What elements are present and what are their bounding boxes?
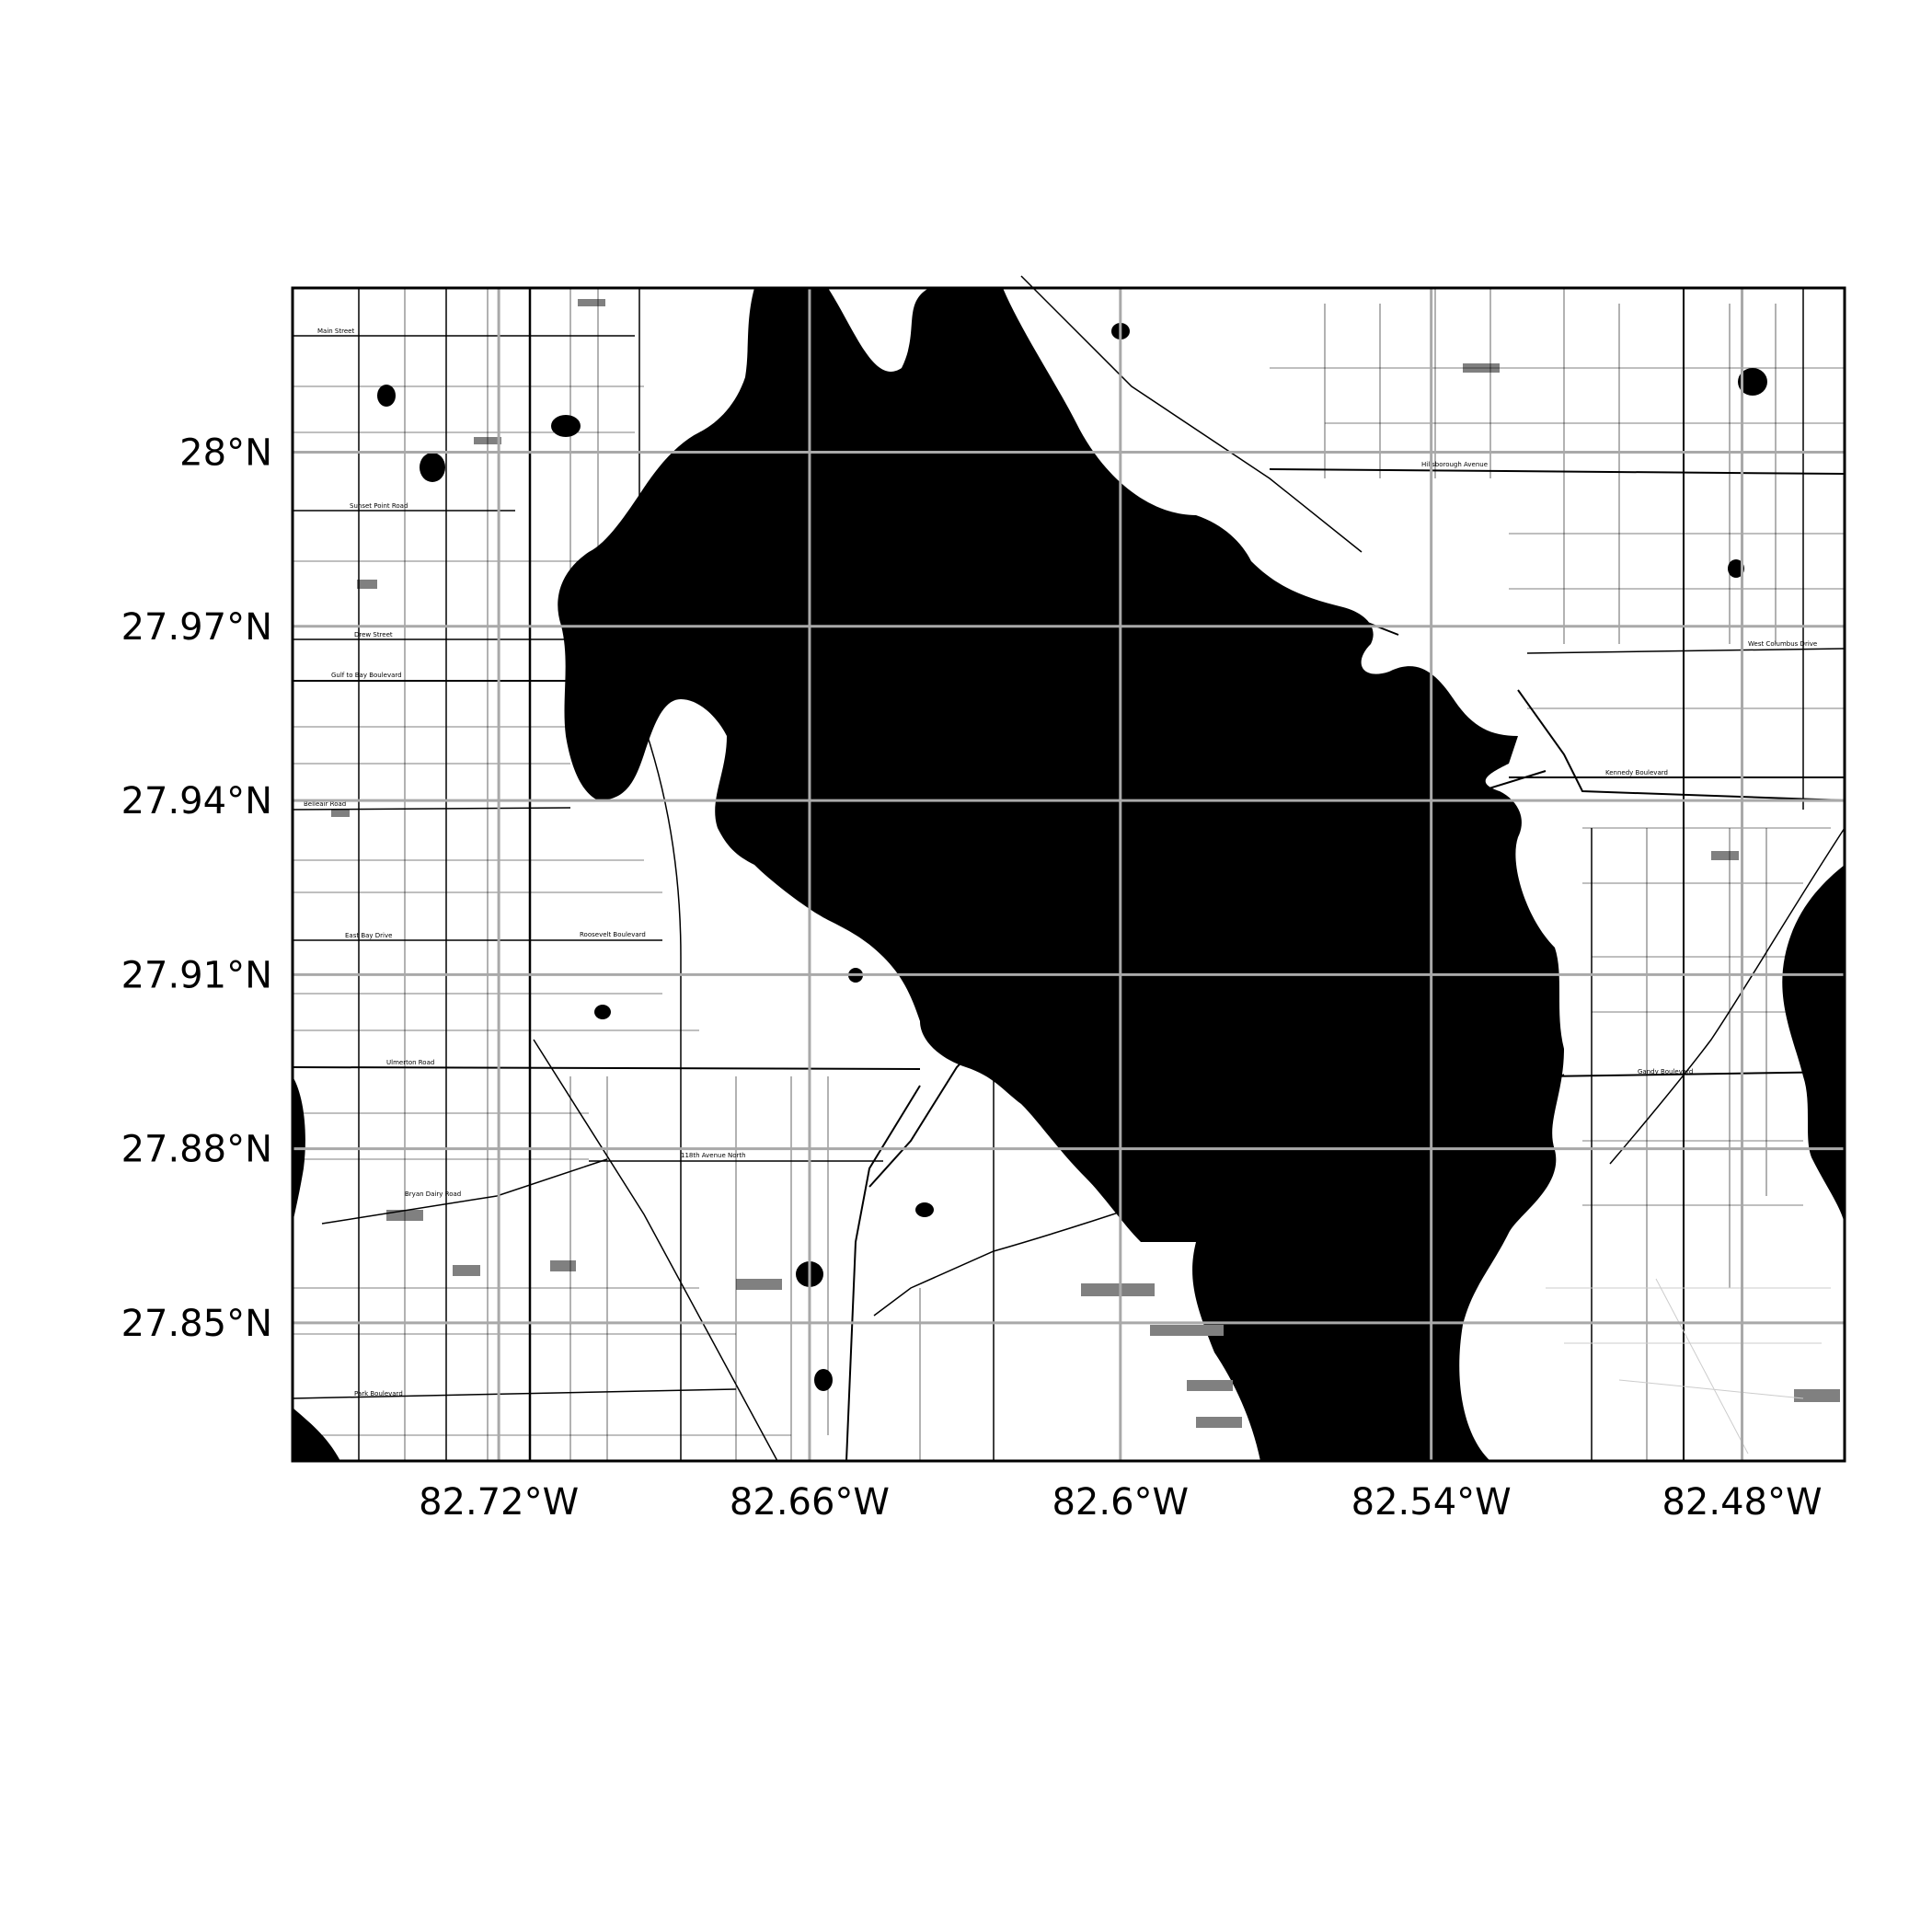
road-gandy-bridge: [873, 1074, 1565, 1317]
road-label: Hillsborough Avenue: [1421, 461, 1488, 468]
latitude-tick-label: 28°N: [179, 432, 272, 475]
road-label: 118th Avenue North: [681, 1152, 746, 1159]
road-columbus: [1526, 648, 1846, 654]
road-bayside: [634, 698, 682, 958]
lake: [1738, 368, 1767, 396]
latitude-tick-label: 27.91°N: [121, 954, 272, 996]
road-label: Gulf to Bay Boulevard: [331, 672, 402, 679]
road-i275-north: [1517, 689, 1846, 801]
latitude-tick-label: 27.94°N: [121, 780, 272, 822]
lake: [1728, 559, 1744, 578]
road-gulf-to-bay: [293, 601, 1399, 682]
road-howard-frankland: [868, 770, 1547, 1188]
road-label: East Bay Drive: [345, 932, 392, 939]
road-label: Roosevelt Boulevard: [580, 931, 646, 938]
hillsborough-bay: [1782, 865, 1845, 1224]
roads-layer: [292, 275, 1846, 1462]
map-frame: [291, 286, 1846, 1463]
graticule: [293, 288, 1845, 1461]
latitude-tick-label: 27.88°N: [121, 1129, 272, 1171]
road-label: Ulmerton Road: [386, 1059, 434, 1066]
road-label: West Columbus Drive: [1748, 640, 1817, 648]
boca-ciega-bay-edge: [293, 1408, 340, 1461]
road-label: Park Boulevard: [354, 1390, 403, 1397]
lake: [915, 1202, 934, 1217]
road-label: Kennedy Boulevard: [1605, 769, 1668, 776]
road-park-blvd: [292, 1388, 737, 1399]
latitude-labels: 28°N 27.97°N 27.94°N 27.91°N 27.88°N 27.85°N: [121, 432, 272, 1345]
road-gandy-south: [1609, 827, 1846, 1165]
road-label: Drew Street: [354, 631, 393, 638]
road-label: Bryan Dairy Road: [405, 1190, 461, 1198]
lake: [377, 385, 396, 407]
road-label: Main Street: [317, 328, 354, 335]
macdill-area: [1546, 1278, 1831, 1455]
lake: [420, 453, 445, 482]
longitude-tick-label: 82.48°W: [1662, 1481, 1822, 1524]
longitude-tick-label: 82.72°W: [419, 1481, 579, 1524]
road-i275-south: [845, 1085, 921, 1462]
road-label: Gandy Boulevard: [1638, 1068, 1693, 1075]
longitude-labels: 82.72°W 82.66°W 82.6°W 82.54°W 82.48°W: [419, 1481, 1822, 1524]
latitude-tick-label: 27.85°N: [121, 1303, 272, 1345]
lake: [959, 304, 973, 322]
road-belleair: [292, 807, 571, 811]
road-gandy: [1545, 1071, 1846, 1077]
road-courtney-campbell: [1020, 275, 1363, 553]
road-labels: Main Street Sunset Point Road Drew Stree…: [304, 328, 1817, 1397]
longitude-tick-label: 82.66°W: [730, 1481, 890, 1524]
road-ulmerton: [292, 1066, 921, 1070]
road-hillsborough: [1269, 468, 1846, 475]
road-label: Belleair Road: [304, 800, 346, 808]
lake: [814, 1369, 833, 1391]
longitude-tick-label: 82.6°W: [1052, 1481, 1189, 1524]
latitude-tick-label: 27.97°N: [121, 606, 272, 649]
parks-layer: [331, 299, 1840, 1428]
lake: [594, 1005, 611, 1019]
longitude-tick-label: 82.54°W: [1351, 1481, 1512, 1524]
road-sr60-causeway: [643, 606, 1252, 684]
lake: [551, 415, 581, 437]
road-label: Sunset Point Road: [350, 502, 408, 510]
